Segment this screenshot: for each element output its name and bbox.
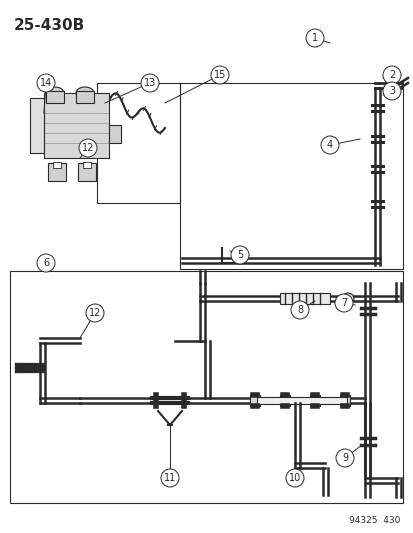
Circle shape	[37, 254, 55, 272]
Bar	[44, 93, 109, 158]
Bar	[53, 162, 61, 168]
Text: 10: 10	[288, 473, 300, 483]
Text: 25-430B: 25-430B	[14, 18, 85, 33]
Text: 4: 4	[326, 140, 332, 150]
Bar	[109, 125, 121, 143]
Circle shape	[211, 66, 228, 84]
Text: 12: 12	[89, 308, 101, 318]
Text: 8: 8	[296, 305, 302, 315]
Circle shape	[335, 449, 353, 467]
Text: 11: 11	[164, 473, 176, 483]
Bar	[76, 91, 94, 103]
Text: 1: 1	[311, 33, 317, 43]
Circle shape	[334, 294, 352, 312]
Ellipse shape	[341, 293, 353, 304]
Bar	[279, 395, 289, 406]
Circle shape	[141, 74, 159, 92]
Circle shape	[290, 301, 308, 319]
Text: 94325  430: 94325 430	[348, 516, 399, 525]
Text: 6: 6	[43, 258, 49, 268]
Text: 3: 3	[388, 86, 394, 96]
Bar	[279, 293, 329, 304]
Circle shape	[382, 66, 400, 84]
Bar	[339, 395, 349, 406]
Ellipse shape	[46, 87, 64, 99]
Text: 13: 13	[144, 78, 156, 88]
Bar	[46, 91, 64, 103]
Bar	[48, 163, 66, 181]
Bar	[256, 397, 346, 404]
Circle shape	[320, 136, 338, 154]
Bar	[78, 163, 96, 181]
Text: 5: 5	[236, 250, 242, 260]
Text: 7: 7	[340, 298, 346, 308]
Bar	[10, 271, 402, 503]
Circle shape	[305, 29, 323, 47]
Bar	[309, 395, 319, 406]
Bar	[249, 395, 259, 406]
Circle shape	[382, 82, 400, 100]
Text: 9: 9	[341, 453, 347, 463]
Bar	[97, 83, 180, 203]
Bar	[180, 83, 402, 269]
Text: 14: 14	[40, 78, 52, 88]
Circle shape	[230, 246, 248, 264]
Text: 12: 12	[82, 143, 94, 153]
Circle shape	[37, 74, 55, 92]
Text: 15: 15	[213, 70, 225, 80]
Bar	[30, 98, 44, 153]
Circle shape	[79, 139, 97, 157]
Circle shape	[86, 304, 104, 322]
Ellipse shape	[76, 87, 94, 99]
Circle shape	[161, 469, 178, 487]
Circle shape	[285, 469, 303, 487]
Bar	[83, 162, 91, 168]
Text: 2: 2	[388, 70, 394, 80]
